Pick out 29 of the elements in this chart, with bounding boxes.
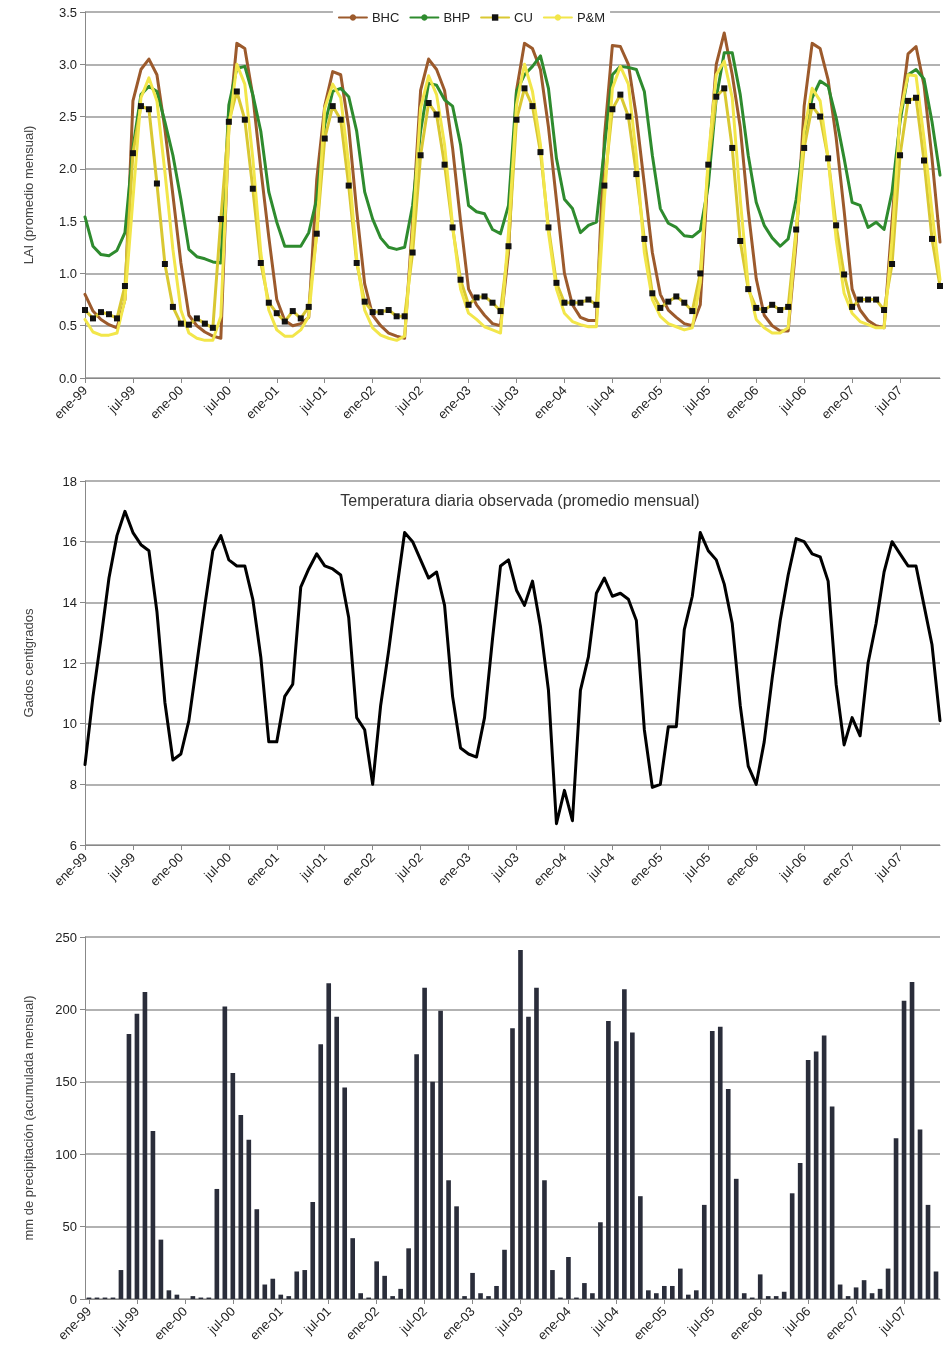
y-tick-label: 1.5 (58, 213, 77, 229)
y-tick-label: 6 (69, 837, 77, 853)
legend-label: P&M (576, 10, 606, 25)
legend-label: CU (514, 10, 533, 25)
y-tick-label: 2.5 (58, 109, 77, 125)
y-tick-label: 0.0 (58, 370, 77, 386)
y-tick-label: 12 (62, 655, 77, 671)
y-tick-label: 100 (55, 1146, 77, 1162)
legend-label: BHP (443, 10, 471, 25)
y-tick-label: 8 (69, 776, 77, 792)
y-tick-label: 14 (62, 594, 77, 610)
y-tick-label: 3.5 (58, 4, 77, 20)
y-tick-label: 0.5 (58, 318, 77, 334)
y-tick-label: 50 (62, 1219, 77, 1235)
y-tick-label: 3.0 (58, 56, 77, 72)
y-axis-title: Gados centigrados (21, 607, 36, 718)
y-tick-label: 1.0 (58, 265, 77, 281)
y-tick-label: 150 (55, 1074, 77, 1090)
text: Temperatura diaria observada (promedio mensual) (340, 491, 700, 509)
y-axis-title: LAI (promedio mensual) (21, 125, 36, 265)
y-tick-label: 18 (62, 473, 77, 489)
y-tick-label: 16 (62, 534, 77, 550)
y-tick-label: 10 (62, 716, 77, 732)
y-tick-label: 250 (55, 929, 77, 945)
y-tick-label: 2.0 (58, 161, 77, 177)
legend-label: BHC (371, 10, 400, 25)
y-axis-title: mm de precipitación (acumulada mensual) (21, 995, 36, 1241)
y-tick-label: 0 (69, 1291, 77, 1307)
y-tick-label: 200 (55, 1001, 77, 1017)
